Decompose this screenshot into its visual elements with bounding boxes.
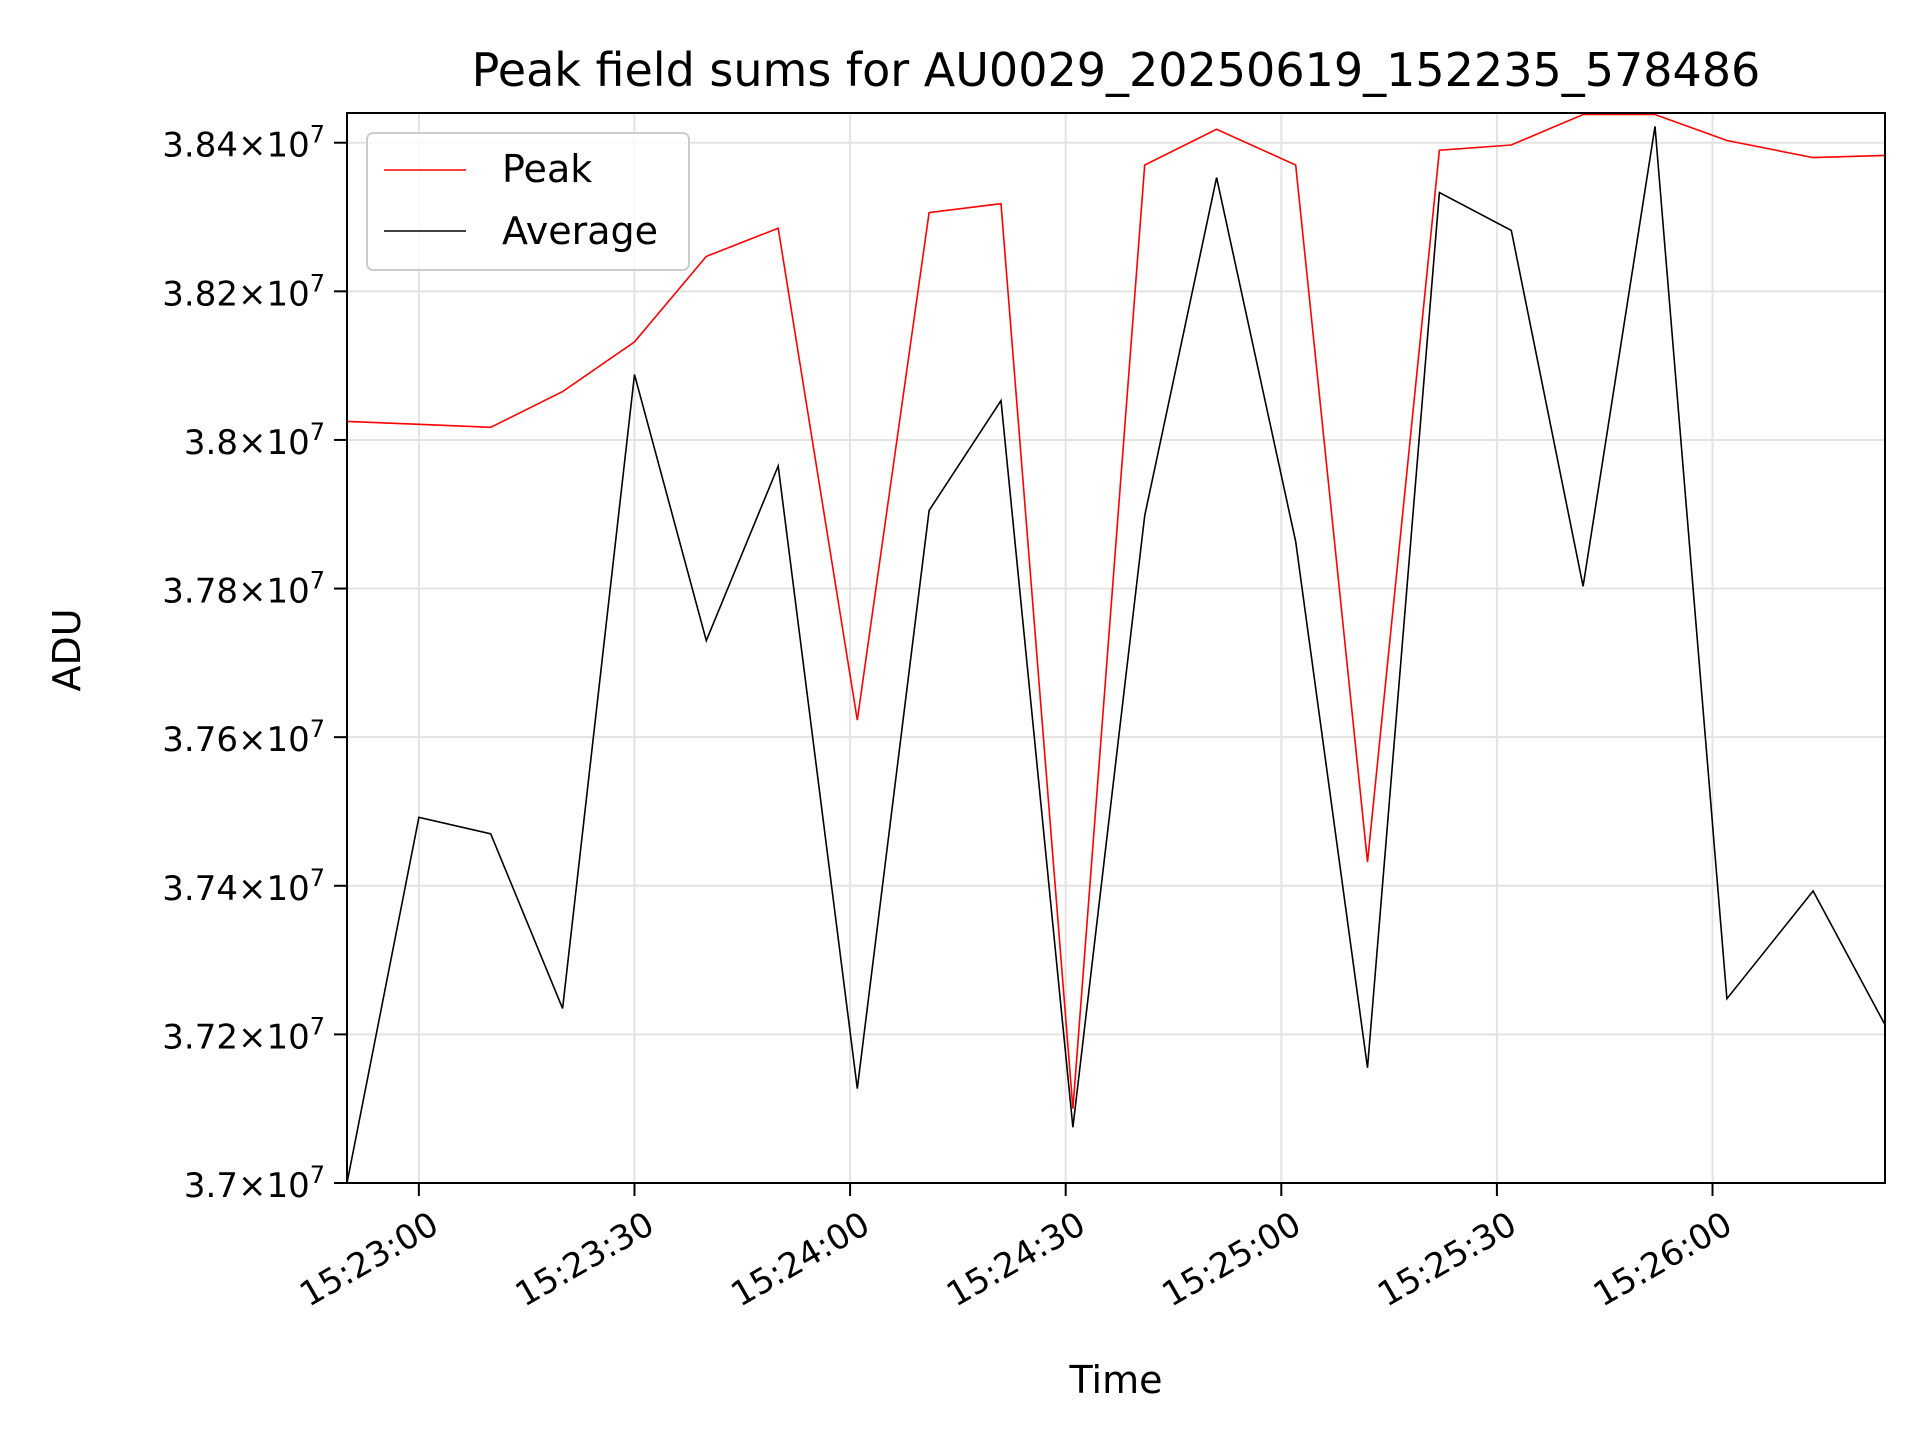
y-tick-times-ten: ×10 bbox=[238, 126, 310, 166]
y-tick-exponent: 7 bbox=[310, 418, 325, 446]
y-tick-times-ten: ×10 bbox=[238, 1166, 310, 1206]
y-axis-label: ADU bbox=[45, 608, 89, 691]
y-tick-label: 3.84×107 bbox=[162, 121, 325, 166]
y-tick-label: 3.74×107 bbox=[162, 864, 325, 909]
y-tick-exponent: 7 bbox=[310, 1012, 325, 1040]
legend-label-peak: Peak bbox=[502, 147, 592, 191]
y-tick-exponent: 7 bbox=[310, 1161, 325, 1189]
y-tick-times-ten: ×10 bbox=[238, 1017, 310, 1057]
legend: Peak Average bbox=[367, 133, 689, 270]
y-tick-exponent: 7 bbox=[310, 269, 325, 297]
y-tick-times-ten: ×10 bbox=[238, 572, 310, 612]
y-tick-label: 3.72×107 bbox=[162, 1012, 325, 1057]
y-tick-exponent: 7 bbox=[310, 864, 325, 892]
y-tick-exponent: 7 bbox=[310, 567, 325, 595]
y-tick-label: 3.8×107 bbox=[184, 418, 325, 463]
y-tick-mantissa: 3.74 bbox=[162, 869, 238, 909]
y-tick-times-ten: ×10 bbox=[238, 423, 310, 463]
x-axis-label: Time bbox=[1069, 1358, 1163, 1402]
y-tick-mantissa: 3.82 bbox=[162, 274, 238, 314]
y-tick-label: 3.76×107 bbox=[162, 715, 325, 760]
y-tick-times-ten: ×10 bbox=[238, 720, 310, 760]
y-tick-mantissa: 3.84 bbox=[162, 126, 238, 166]
y-tick-times-ten: ×10 bbox=[238, 869, 310, 909]
y-tick-label: 3.7×107 bbox=[184, 1161, 325, 1206]
y-tick-exponent: 7 bbox=[310, 715, 325, 743]
y-tick-times-ten: ×10 bbox=[238, 274, 310, 314]
y-tick-label: 3.82×107 bbox=[162, 269, 325, 314]
legend-label-average: Average bbox=[502, 209, 658, 253]
y-tick-exponent: 7 bbox=[310, 121, 325, 149]
chart-title: Peak field sums for AU0029_20250619_1522… bbox=[472, 43, 1761, 97]
y-tick-mantissa: 3.72 bbox=[162, 1017, 238, 1057]
y-tick-mantissa: 3.8 bbox=[184, 423, 238, 463]
y-tick-mantissa: 3.7 bbox=[184, 1166, 238, 1206]
y-tick-label: 3.78×107 bbox=[162, 567, 325, 612]
y-tick-mantissa: 3.76 bbox=[162, 720, 238, 760]
y-tick-mantissa: 3.78 bbox=[162, 572, 238, 612]
